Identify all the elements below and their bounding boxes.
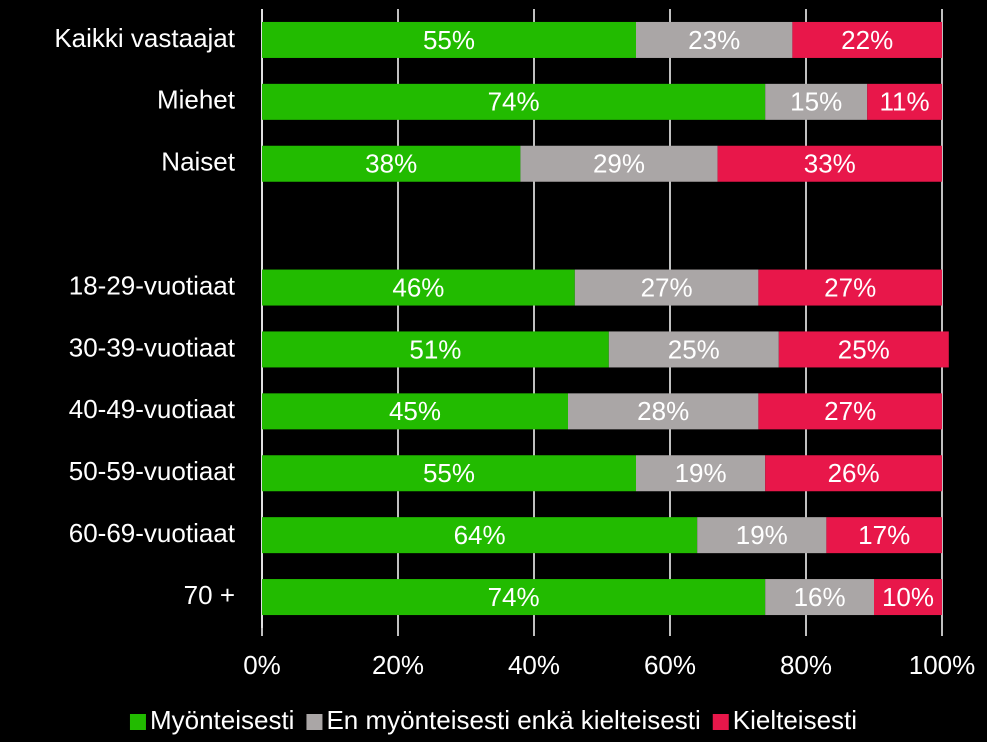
- bar-segment: [765, 455, 942, 492]
- data-label: 19%: [736, 520, 788, 550]
- bar-segment: [778, 331, 949, 368]
- x-tick-label: 0%: [243, 650, 281, 680]
- y-tick-label: 18-29-vuotiaat: [69, 270, 236, 300]
- bar-segment: [262, 517, 698, 554]
- bar-segment: [867, 83, 942, 120]
- bar-segment: [520, 145, 718, 182]
- legend-swatch: [712, 714, 729, 730]
- x-tick-label: 80%: [780, 650, 832, 680]
- data-label: 74%: [488, 87, 540, 117]
- legend-swatch: [129, 714, 146, 730]
- bar-segment: [826, 517, 942, 554]
- data-label: 33%: [804, 149, 856, 179]
- bar-segment: [262, 393, 568, 430]
- bar-segment: [262, 579, 766, 616]
- bar-segment: [262, 455, 636, 492]
- bar-segment: [262, 269, 575, 306]
- x-tick-label: 40%: [508, 650, 560, 680]
- bar-segment: [636, 21, 793, 58]
- data-label: 17%: [858, 520, 910, 550]
- y-tick-label: Miehet: [157, 85, 236, 115]
- data-label: 27%: [641, 272, 693, 302]
- data-label: 25%: [838, 334, 890, 364]
- x-tick-label: 60%: [644, 650, 696, 680]
- bar-segment: [697, 517, 827, 554]
- data-label: 38%: [365, 149, 417, 179]
- bar-segment: [765, 83, 868, 120]
- bar-segment: [717, 145, 942, 182]
- bar-segment: [608, 331, 779, 368]
- data-label: 23%: [688, 25, 740, 55]
- data-label: 15%: [790, 87, 842, 117]
- bar-segment: [792, 21, 942, 58]
- y-tick-label: 30-39-vuotiaat: [69, 332, 236, 362]
- bar-segment: [758, 269, 942, 306]
- data-label: 27%: [824, 396, 876, 426]
- y-tick-label: Kaikki vastaajat: [54, 23, 235, 53]
- data-label: 55%: [423, 25, 475, 55]
- bar-segment: [262, 83, 766, 120]
- data-label: 46%: [392, 272, 444, 302]
- y-tick-label: 60-69-vuotiaat: [69, 518, 236, 548]
- bar-segment: [262, 21, 636, 58]
- bar-segment: [765, 579, 874, 616]
- data-label: 74%: [488, 582, 540, 612]
- bar-segment: [874, 579, 942, 616]
- legend-label: Kielteisesti: [733, 705, 857, 735]
- data-label: 28%: [637, 396, 689, 426]
- y-tick-label: 50-59-vuotiaat: [69, 456, 236, 486]
- bar-segment: [636, 455, 766, 492]
- data-label: 26%: [828, 458, 880, 488]
- y-tick-label: 70 +: [184, 580, 235, 610]
- data-label: 11%: [880, 87, 930, 117]
- legend-swatch: [306, 714, 323, 730]
- legend-label: En myönteisesti enkä kielteisesti: [326, 705, 700, 735]
- y-tick-label: Naiset: [161, 147, 235, 177]
- bar-segment: [574, 269, 759, 306]
- data-label: 27%: [824, 272, 876, 302]
- data-label: 45%: [389, 396, 441, 426]
- data-label: 22%: [841, 25, 893, 55]
- bar-segment: [262, 331, 609, 368]
- bar-segment: [568, 393, 759, 430]
- data-label: 29%: [593, 149, 645, 179]
- bar-segment: [758, 393, 942, 430]
- data-label: 51%: [409, 334, 461, 364]
- data-label: 64%: [454, 520, 506, 550]
- data-label: 55%: [423, 458, 475, 488]
- legend-label: Myönteisesti: [150, 705, 295, 735]
- bar-segment: [262, 145, 521, 182]
- data-label: 25%: [668, 334, 720, 364]
- y-tick-label: 40-49-vuotiaat: [69, 394, 236, 424]
- x-tick-label: 100%: [909, 650, 976, 680]
- data-label: 19%: [675, 458, 727, 488]
- data-label: 10%: [882, 582, 934, 612]
- x-tick-label: 20%: [372, 650, 424, 680]
- data-label: 16%: [794, 582, 846, 612]
